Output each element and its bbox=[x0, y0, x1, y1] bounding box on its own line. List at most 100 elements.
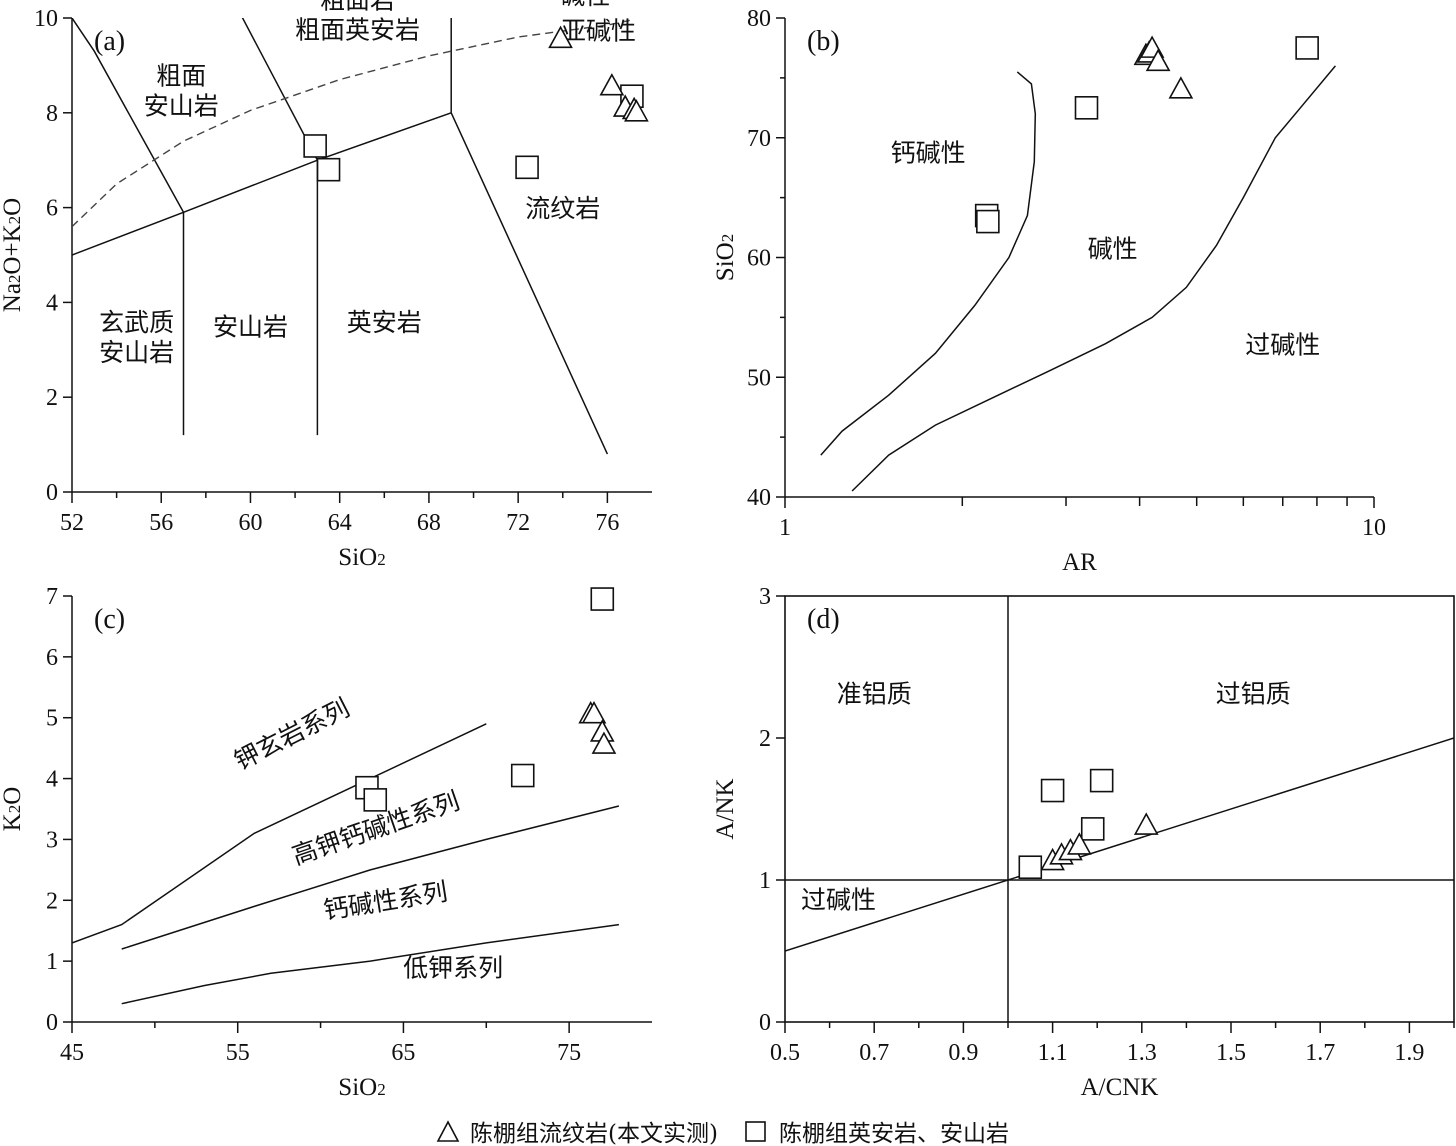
region-label-a-0: 碱性 bbox=[560, 0, 610, 10]
legend-square-marker bbox=[745, 1121, 766, 1142]
square-point-c-3 bbox=[590, 587, 615, 611]
square-point-d-1 bbox=[1040, 778, 1065, 803]
y-tick-label-a: 2 bbox=[46, 385, 58, 411]
y-tick-label-c: 1 bbox=[46, 949, 58, 975]
region-label-d-0: 准铝质 bbox=[837, 680, 912, 709]
legend-square-label: 陈棚组英安岩、安山岩 bbox=[779, 1121, 1009, 1146]
x-tick-label-c: 65 bbox=[391, 1040, 415, 1066]
y-tick-label-b: 80 bbox=[747, 6, 771, 32]
panel-d: 0.5 0.7 0.9 1.1 1.3 1.5 1.7 1.9 0 1 2 3 A/CNK A/NK 准铝质… bbox=[712, 584, 1455, 1101]
boundary-line-d-2 bbox=[785, 737, 1454, 952]
boundary-line-c-1 bbox=[121, 805, 620, 950]
triangle-point-c-1 bbox=[581, 701, 607, 724]
region-label-a-7: 玄武质安山岩 bbox=[99, 308, 174, 367]
square-point-c-2 bbox=[510, 763, 535, 788]
panel-c: 45 55 65 7501234567SiO2K2O钾玄岩系列高钾钙碱性系列钙碱性系列… bbox=[0, 584, 652, 1101]
y-tick-label-c: 3 bbox=[46, 827, 58, 853]
y-axis-title-c: K2O bbox=[0, 787, 26, 832]
boundary-line-b-0 bbox=[820, 71, 1037, 456]
x-tick-label-d: 0.7 bbox=[859, 1040, 889, 1066]
x-tick-label-d: 0.9 bbox=[948, 1040, 978, 1066]
region-label-a-4: 流纹岩 bbox=[525, 194, 600, 223]
y-tick-label-b: 50 bbox=[747, 365, 771, 391]
y-axis-title-a: Na2O+K2O bbox=[0, 198, 26, 312]
y-tick-label-c: 6 bbox=[46, 645, 58, 671]
x-axis-title-c: SiO2 bbox=[338, 1074, 385, 1101]
triangle-point-d-4 bbox=[1133, 812, 1159, 835]
y-tick-label-b: 60 bbox=[747, 246, 771, 272]
x-tick-label-b: 10 bbox=[1362, 515, 1386, 541]
triangle-point-a-0 bbox=[548, 25, 573, 49]
y-tick-label-b: 40 bbox=[747, 485, 771, 511]
legend: 陈棚组流纹岩(本文实测) 陈棚组英安岩、安山岩 bbox=[436, 1120, 1009, 1146]
legend-triangle-marker bbox=[436, 1120, 460, 1142]
x-axis-title-a: SiO2 bbox=[338, 544, 385, 571]
x-tick-label-a: 72 bbox=[506, 510, 530, 536]
region-label-c-3: 低钾系列 bbox=[403, 953, 503, 982]
y-tick-label-d: 0 bbox=[759, 1010, 771, 1036]
panel-label-a: (a) bbox=[94, 26, 125, 57]
y-tick-label-a: 8 bbox=[46, 101, 58, 127]
panel-label-c: (c) bbox=[94, 604, 125, 635]
y-tick-label-a: 10 bbox=[34, 6, 58, 32]
triangle-point-d-3 bbox=[1067, 832, 1092, 855]
square-point-d-0 bbox=[1018, 855, 1043, 880]
boundary-line-a-1 bbox=[72, 112, 452, 256]
y-tick-label-c: 5 bbox=[46, 706, 58, 732]
panel-label-b: (b) bbox=[807, 26, 840, 57]
triangle-point-b-3 bbox=[1145, 48, 1171, 72]
region-label-b-0: 钙碱性 bbox=[891, 139, 966, 168]
legend-triangle-label: 陈棚组流纹岩(本文实测) bbox=[470, 1121, 718, 1146]
x-tick-label-c: 45 bbox=[60, 1040, 84, 1066]
y-tick-label-b: 70 bbox=[747, 126, 771, 152]
square-point-d-3 bbox=[1089, 768, 1114, 793]
square-point-d-2 bbox=[1080, 817, 1105, 841]
square-point-a-1 bbox=[316, 157, 341, 182]
y-tick-label-c: 0 bbox=[46, 1010, 58, 1036]
alkaline-subalkaline-boundary bbox=[72, 19, 630, 228]
x-tick-label-a: 64 bbox=[328, 510, 352, 536]
square-point-b-3 bbox=[1295, 36, 1319, 60]
boundary-line-a-4 bbox=[450, 112, 609, 455]
boundary-line-c-2 bbox=[121, 923, 620, 1005]
triangle-point-a-1 bbox=[599, 73, 625, 96]
region-label-a-6: 安山岩 bbox=[213, 313, 288, 342]
triangle-point-b-4 bbox=[1168, 76, 1194, 99]
x-tick-label-a: 52 bbox=[60, 510, 84, 536]
panel-a: 525660646872760246810SiO2Na2O+K2O碱性亚碱性粗面… bbox=[0, 0, 652, 571]
square-point-a-0 bbox=[303, 134, 327, 158]
y-tick-label-d: 2 bbox=[759, 726, 771, 752]
plot-frame-d bbox=[784, 595, 1455, 1023]
region-label-a-1: 亚碱性 bbox=[561, 16, 636, 45]
region-label-a-3: 粗面安山岩 bbox=[144, 61, 219, 120]
y-tick-label-c: 2 bbox=[46, 888, 58, 914]
x-tick-label-a: 68 bbox=[417, 510, 441, 536]
square-point-b-1 bbox=[976, 209, 1000, 234]
region-label-b-2: 过碱性 bbox=[1245, 330, 1320, 359]
square-point-b-2 bbox=[1074, 96, 1099, 120]
y-axis-title-d: A/NK bbox=[712, 778, 739, 839]
x-tick-label-a: 76 bbox=[595, 510, 619, 536]
x-tick-label-d: 1.1 bbox=[1038, 1040, 1068, 1066]
region-label-a-5: 英安岩 bbox=[347, 308, 422, 337]
region-label-a-2: 粗面岩粗面英安岩 bbox=[295, 0, 420, 45]
x-tick-label-d: 1.3 bbox=[1127, 1040, 1157, 1066]
region-label-b-1: 碱性 bbox=[1088, 235, 1138, 264]
y-tick-label-c: 7 bbox=[46, 584, 58, 610]
x-tick-label-c: 75 bbox=[557, 1040, 581, 1066]
region-label-c-0: 钾玄岩系列 bbox=[230, 693, 355, 776]
square-point-a-2 bbox=[515, 155, 539, 180]
triangle-point-a-4 bbox=[624, 99, 649, 122]
triangle-point-c-3 bbox=[591, 731, 617, 754]
boundary-line-a-0 bbox=[72, 18, 185, 213]
y-tick-label-a: 0 bbox=[46, 480, 58, 506]
region-label-d-2: 过碱性 bbox=[801, 885, 876, 914]
x-tick-label-c: 55 bbox=[226, 1040, 250, 1066]
boundary-line-a-6 bbox=[241, 18, 319, 161]
y-axis-title-b: SiO2 bbox=[712, 234, 739, 281]
region-label-c-2: 钙碱性系列 bbox=[322, 877, 450, 925]
y-tick-label-c: 4 bbox=[46, 767, 58, 793]
x-tick-label-d: 1.9 bbox=[1394, 1040, 1424, 1066]
square-point-c-1 bbox=[363, 788, 388, 812]
